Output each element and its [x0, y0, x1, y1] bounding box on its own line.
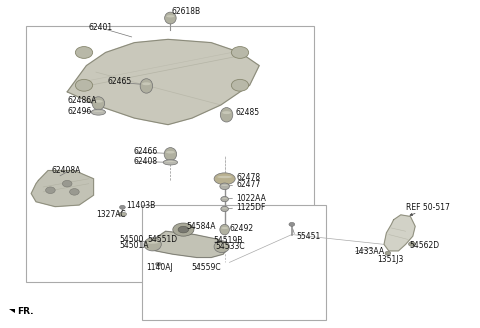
Ellipse shape [231, 79, 249, 91]
Ellipse shape [220, 224, 229, 235]
Ellipse shape [118, 212, 127, 216]
Text: 1351J3: 1351J3 [377, 255, 403, 264]
Text: 54584A: 54584A [186, 222, 216, 232]
Ellipse shape [146, 241, 159, 244]
Ellipse shape [217, 176, 232, 178]
Ellipse shape [221, 206, 228, 212]
Ellipse shape [165, 12, 176, 24]
Ellipse shape [75, 79, 93, 91]
Ellipse shape [166, 151, 175, 154]
Ellipse shape [75, 47, 93, 58]
Ellipse shape [165, 161, 175, 162]
Ellipse shape [214, 173, 235, 185]
Ellipse shape [70, 189, 79, 195]
Polygon shape [67, 39, 259, 125]
Ellipse shape [144, 238, 161, 251]
Text: 54519B: 54519B [214, 236, 243, 245]
Ellipse shape [216, 244, 227, 246]
Text: 62408A: 62408A [52, 166, 81, 175]
Ellipse shape [46, 187, 55, 194]
Text: 1022AA: 1022AA [236, 194, 266, 203]
Polygon shape [9, 309, 15, 313]
Text: 54533C: 54533C [215, 242, 245, 251]
Ellipse shape [94, 100, 103, 103]
Ellipse shape [221, 185, 228, 186]
Ellipse shape [140, 79, 153, 93]
Text: 62408: 62408 [133, 157, 157, 166]
Bar [142, 205, 326, 320]
Text: 62465: 62465 [108, 77, 132, 87]
Text: 54559C: 54559C [191, 263, 221, 272]
Text: 55451: 55451 [297, 232, 321, 241]
Text: 1125DF: 1125DF [236, 203, 265, 213]
Text: 1327AC: 1327AC [96, 210, 126, 219]
Ellipse shape [93, 111, 104, 112]
Bar [26, 26, 314, 282]
Text: 62496: 62496 [67, 107, 92, 116]
Ellipse shape [221, 196, 228, 202]
Text: REF 50-517: REF 50-517 [406, 203, 449, 212]
Ellipse shape [91, 109, 106, 115]
Polygon shape [384, 215, 415, 251]
Text: 54562D: 54562D [409, 241, 439, 251]
Ellipse shape [408, 242, 415, 246]
Text: 54551D: 54551D [148, 235, 178, 244]
Ellipse shape [222, 111, 231, 114]
Text: 1433AA: 1433AA [354, 247, 384, 256]
Ellipse shape [163, 160, 178, 165]
Text: 62466: 62466 [133, 147, 158, 156]
Ellipse shape [214, 241, 229, 253]
Text: 62478: 62478 [236, 173, 260, 182]
Text: 62492: 62492 [229, 224, 253, 233]
Text: 62618B: 62618B [172, 7, 201, 16]
Text: 62477: 62477 [236, 180, 261, 190]
Text: 11403B: 11403B [126, 201, 155, 211]
Text: 1140AJ: 1140AJ [146, 263, 173, 272]
Ellipse shape [92, 97, 105, 110]
Ellipse shape [231, 47, 249, 58]
Ellipse shape [120, 205, 125, 209]
Text: 62485: 62485 [235, 108, 259, 117]
Polygon shape [31, 171, 94, 207]
Text: 54501A: 54501A [119, 241, 148, 250]
Ellipse shape [220, 108, 233, 122]
Ellipse shape [222, 208, 228, 209]
Text: FR.: FR. [17, 307, 34, 316]
Ellipse shape [222, 198, 228, 199]
Ellipse shape [220, 183, 229, 190]
Ellipse shape [178, 226, 189, 233]
Ellipse shape [142, 82, 151, 85]
Text: 62486A: 62486A [67, 96, 96, 105]
Ellipse shape [173, 223, 194, 236]
Polygon shape [146, 231, 228, 257]
Ellipse shape [221, 227, 228, 229]
Text: 54500: 54500 [119, 235, 144, 244]
Ellipse shape [164, 148, 177, 161]
Ellipse shape [167, 15, 174, 17]
Ellipse shape [289, 222, 295, 226]
Ellipse shape [62, 180, 72, 187]
Ellipse shape [156, 262, 161, 266]
Ellipse shape [385, 251, 391, 255]
Text: 62401: 62401 [89, 23, 113, 32]
